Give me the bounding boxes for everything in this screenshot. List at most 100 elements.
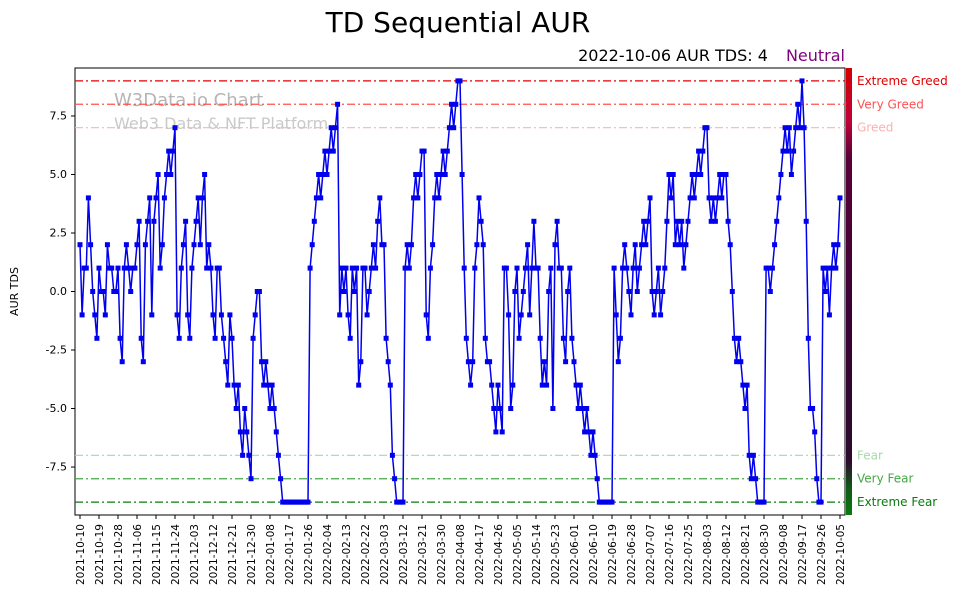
data-point [740,382,746,388]
x-tick-label: 2022-06-28 [626,524,638,585]
data-point [541,359,547,365]
x-tick-label: 2022-07-16 [664,524,676,585]
data-point [434,172,440,177]
data-point [278,476,284,482]
data-point [552,242,558,248]
data-point [544,382,550,388]
data-point [563,359,569,365]
data-point [442,172,448,177]
x-tick-label: 2021-10-19 [94,524,106,585]
data-point [525,242,531,248]
x-tick-label: 2021-10-28 [113,524,125,585]
data-point [335,101,341,107]
data-point [636,265,642,271]
chart-title: TD Sequential AUR [325,6,591,39]
data-point [185,312,191,318]
data-point [497,406,503,411]
x-tick-label: 2022-03-30 [436,524,448,585]
data-point [674,218,680,224]
data-point [406,265,412,271]
data-point [383,335,389,341]
data-point [96,265,102,271]
data-point [624,265,630,271]
x-tick-label: 2021-11-15 [151,524,163,585]
threshold-lines: Extreme Greed Very Greed Greed Fear Very Fea… [75,74,948,509]
data-point [571,359,577,365]
data-point [330,148,336,154]
data-point [212,335,218,341]
data-point [573,382,579,388]
data-point [123,242,129,248]
data-point [147,195,153,201]
chart-subtitle: 2022-10-06 AUR TDS: 4 Neutral [578,46,845,65]
x-tick-label: 2022-06-10 [588,524,600,585]
data-point [440,148,446,154]
data-point [449,101,455,107]
data-point [117,335,123,341]
data-point [719,195,725,201]
data-point [554,218,560,224]
data-point [750,452,756,458]
data-point [362,265,368,271]
data-point [474,242,480,248]
data-point [221,335,227,341]
data-point [149,312,155,318]
data-point [780,148,786,154]
data-point [689,172,695,177]
data-point [119,359,125,365]
x-tick-label: 2022-01-08 [265,524,277,585]
y-axis-label: AUR TDS [8,267,21,316]
data-point [309,242,315,248]
x-tick-label: 2022-03-21 [417,524,429,585]
data-point [655,265,661,271]
data-point [307,265,313,271]
data-point [685,218,691,224]
data-point [575,406,581,411]
data-point [465,359,471,365]
data-point [100,289,106,294]
data-point [389,452,395,458]
data-point [248,476,254,482]
data-point [729,289,735,294]
data-point [664,218,670,224]
data-point [548,265,554,271]
data-point [170,148,176,154]
data-point [738,359,744,365]
data-point [647,195,653,201]
data-point [826,312,832,318]
data-point [565,289,571,294]
data-point [584,406,590,411]
data-point [88,242,94,248]
data-point [408,242,414,248]
data-point [482,335,488,341]
data-point [731,335,737,341]
data-point [332,125,338,131]
watermark-line1: W3Data.io Chart [114,90,264,111]
data-point [218,312,224,318]
data-point [567,265,573,271]
x-tick-label: 2022-10-05 [835,524,847,585]
x-tick-label: 2022-04-17 [474,524,486,585]
x-tick-label: 2022-09-17 [797,524,809,585]
data-point [168,172,174,177]
data-point [191,242,197,248]
data-point [632,242,638,248]
data-point [795,101,801,107]
data-point [653,289,659,294]
data-point [134,242,140,248]
td-series-line [79,80,841,503]
data-point [677,242,683,248]
data-point [126,265,132,271]
data-point [166,148,172,154]
data-point [155,172,161,177]
data-point [829,265,835,271]
x-tick-label: 2022-09-08 [778,524,790,585]
data-point [668,195,674,201]
threshold-label: Very Greed [857,97,924,111]
data-point [717,172,723,177]
data-point [250,335,256,341]
x-tick-label: 2022-07-07 [645,524,657,585]
data-point [822,289,828,294]
data-point [797,125,803,131]
data-point [831,242,837,248]
